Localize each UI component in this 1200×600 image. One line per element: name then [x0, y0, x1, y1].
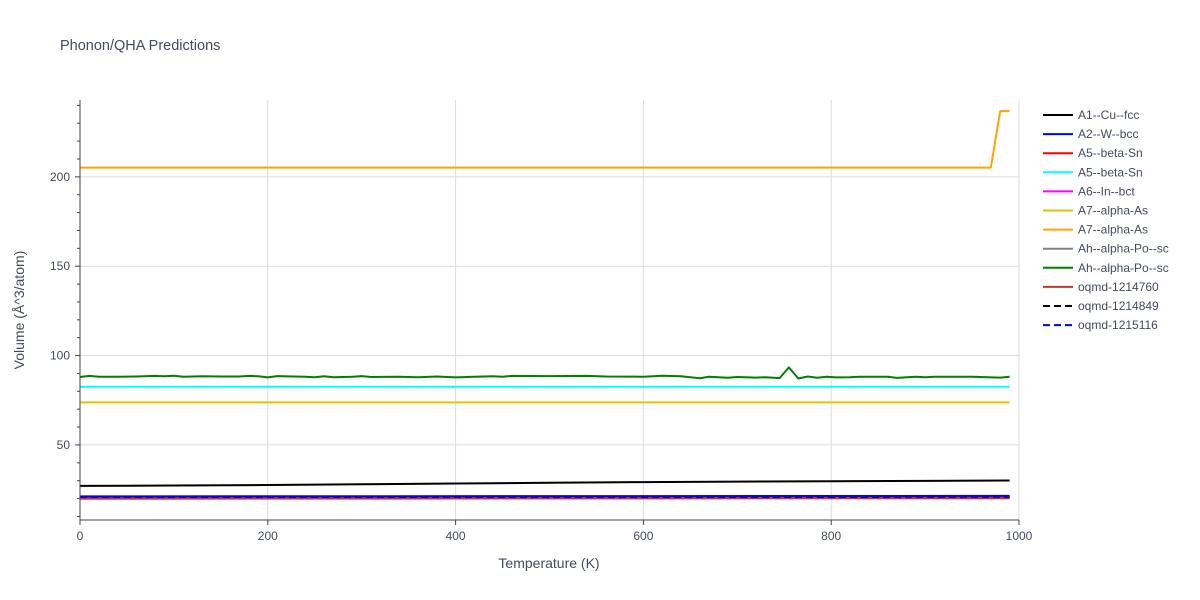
- y-axis-title: Volume (Å^3/atom): [11, 251, 27, 370]
- x-tick-label: 0: [77, 529, 84, 543]
- legend-item[interactable]: oqmd-1214760: [1043, 280, 1159, 294]
- legend-label: oqmd-1215116: [1078, 318, 1158, 332]
- legend-item[interactable]: A5--beta-Sn: [1043, 165, 1143, 179]
- x-tick-label: 400: [446, 529, 466, 543]
- legend-item[interactable]: A7--alpha-As: [1043, 204, 1148, 218]
- legend-label: A2--W--bcc: [1078, 127, 1138, 141]
- legend-label: A6--In--bct: [1078, 184, 1135, 198]
- legend-item[interactable]: A7--alpha-As: [1043, 223, 1148, 237]
- y-tick-label: 50: [57, 438, 71, 452]
- chart-title: Phonon/QHA Predictions: [60, 38, 220, 54]
- grid: [80, 100, 1020, 520]
- legend-item[interactable]: Ah--alpha-Po--sc: [1043, 261, 1169, 275]
- legend-item[interactable]: A6--In--bct: [1043, 184, 1135, 198]
- legend-label: A1--Cu--fcc: [1078, 108, 1139, 122]
- x-tick-label: 1000: [1006, 529, 1033, 543]
- legend-label: A7--alpha-As: [1078, 204, 1148, 218]
- y-tick-label: 150: [50, 259, 70, 273]
- legend-item[interactable]: Ah--alpha-Po--sc: [1043, 242, 1169, 256]
- legend[interactable]: A1--Cu--fcc A2--W--bcc A5--beta-Sn A5--beta…: [1043, 108, 1169, 332]
- legend-label: Ah--alpha-Po--sc: [1078, 261, 1169, 275]
- axes: 0 200 400 600 800 1000 50 100 150 200: [50, 100, 1033, 543]
- legend-item[interactable]: oqmd-1214849: [1043, 299, 1159, 313]
- legend-label: oqmd-1214849: [1078, 299, 1159, 313]
- x-axis-title: Temperature (K): [498, 555, 599, 571]
- legend-label: A7--alpha-As: [1078, 223, 1148, 237]
- y-tick-label: 200: [50, 170, 70, 184]
- series-line: [79, 366, 1010, 380]
- legend-label: A5--beta-Sn: [1078, 165, 1143, 179]
- legend-item[interactable]: A5--beta-Sn: [1043, 146, 1143, 160]
- legend-item[interactable]: A2--W--bcc: [1043, 127, 1138, 141]
- legend-label: Ah--alpha-Po--sc: [1078, 242, 1169, 256]
- x-tick-label: 800: [821, 529, 841, 543]
- series-line: [79, 479, 1010, 487]
- y-tick-label: 100: [50, 349, 70, 363]
- legend-item[interactable]: A1--Cu--fcc: [1043, 108, 1139, 122]
- legend-label: oqmd-1214760: [1078, 280, 1159, 294]
- plot-area: [79, 110, 1010, 500]
- x-tick-label: 200: [258, 529, 278, 543]
- legend-item[interactable]: oqmd-1215116: [1043, 318, 1158, 332]
- series-line: [80, 110, 1010, 169]
- legend-label: A5--beta-Sn: [1078, 146, 1143, 160]
- x-tick-label: 600: [633, 529, 653, 543]
